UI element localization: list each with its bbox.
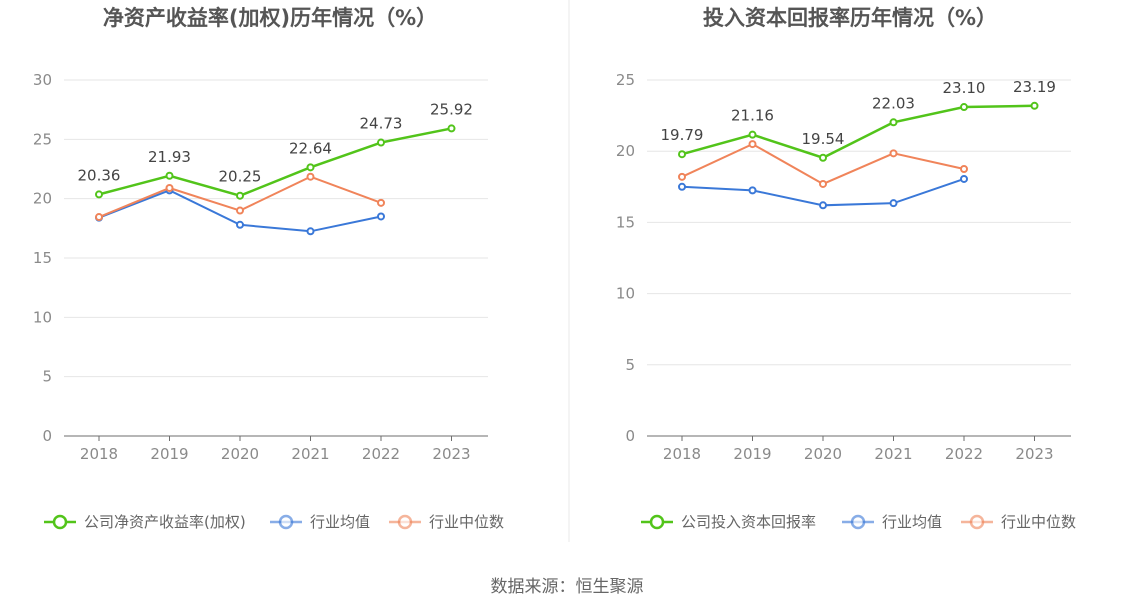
data-label: 22.03: [872, 94, 915, 112]
legend-label: 行业均值: [310, 513, 370, 531]
legend-label: 行业均值: [882, 513, 942, 531]
data-label: 20.25: [219, 168, 262, 186]
chart-title: 投入资本回报率历年情况（%）: [703, 6, 997, 30]
x-tick-label: 2023: [432, 445, 470, 463]
data-point-company: [1030, 101, 1039, 110]
data-label: 21.93: [148, 148, 191, 166]
legend-item-median[interactable]: 行业中位数: [961, 513, 1076, 531]
y-tick-label: 5: [625, 356, 635, 374]
data-point-avg: [748, 186, 757, 195]
data-point-avg: [960, 174, 968, 183]
data-point-median: [748, 140, 757, 149]
data-point-company: [819, 153, 827, 162]
legend-item-company[interactable]: 公司投入资本回报率: [641, 513, 816, 531]
data-label: 21.16: [731, 107, 774, 125]
y-tick-label: 5: [42, 368, 52, 386]
legend-item-avg[interactable]: 行业均值: [842, 513, 942, 531]
y-tick-label: 15: [616, 213, 635, 231]
legend-swatch-marker: [649, 514, 665, 530]
data-point-company: [377, 138, 385, 147]
data-point-median: [165, 183, 174, 192]
x-tick-label: 2018: [80, 445, 118, 463]
legend-item-median[interactable]: 行业中位数: [389, 513, 504, 531]
legend: 公司净资产收益率(加权) 行业均值 行业中位数: [44, 513, 504, 531]
data-label: 23.10: [943, 79, 986, 97]
x-tick-label: 2020: [804, 445, 842, 463]
x-tick-label: 2020: [221, 445, 259, 463]
x-tick-label: 2021: [291, 445, 329, 463]
legend-item-company[interactable]: 公司净资产收益率(加权): [44, 513, 246, 531]
y-tick-label: 10: [616, 285, 635, 303]
data-label: 19.79: [661, 126, 704, 144]
legend-swatch-marker: [969, 514, 985, 530]
y-tick-label: 0: [42, 427, 52, 445]
series-line-median: [681, 142, 965, 186]
data-point-company: [95, 190, 103, 199]
data-point-company: [306, 163, 315, 172]
y-tick-label: 25: [616, 71, 635, 89]
x-tick-label: 2023: [1015, 445, 1053, 463]
chart-roic: 投入资本回报率历年情况（%） 0 5 10 15 20 25 2018 2019 2020 2021…: [616, 6, 1076, 531]
data-point-median: [95, 213, 103, 222]
data-point-avg: [678, 182, 686, 191]
x-tick-label: 2018: [663, 445, 701, 463]
y-tick-label: 25: [33, 130, 52, 148]
legend-swatch-marker: [52, 514, 68, 530]
data-point-median: [377, 198, 385, 207]
legend-swatch-marker: [397, 514, 413, 530]
legend-swatch-marker: [278, 514, 294, 530]
data-point-company: [165, 171, 174, 180]
series-line-company: [98, 127, 452, 198]
legend-swatch-marker: [850, 514, 866, 530]
x-tick-label: 2022: [945, 445, 983, 463]
data-point-median: [960, 165, 968, 173]
data-point-median: [306, 172, 315, 181]
y-tick-label: 0: [625, 427, 635, 445]
data-label: 20.36: [78, 166, 121, 184]
legend: 公司投入资本回报率 行业均值 行业中位数: [641, 513, 1076, 531]
data-label: 19.54: [802, 130, 845, 148]
data-label: 24.73: [360, 115, 403, 133]
data-label: 23.19: [1013, 78, 1056, 96]
y-tick-label: 10: [33, 308, 52, 326]
series-line-company: [681, 104, 1035, 160]
data-point-avg: [236, 220, 244, 229]
y-tick-label: 15: [33, 249, 52, 267]
data-point-avg: [889, 199, 898, 208]
data-point-company: [678, 150, 686, 159]
data-point-avg: [306, 227, 315, 236]
data-source-note: 数据来源：恒生聚源: [491, 577, 644, 597]
data-point-median: [678, 172, 686, 181]
x-tick-label: 2022: [362, 445, 400, 463]
legend-label: 公司投入资本回报率: [681, 513, 816, 531]
data-point-median: [889, 149, 898, 158]
x-tick-label: 2021: [874, 445, 912, 463]
data-point-company: [960, 103, 968, 112]
y-tick-label: 20: [33, 190, 52, 208]
x-tick-label: 2019: [733, 445, 771, 463]
data-point-company: [447, 124, 456, 133]
y-tick-label: 20: [616, 142, 635, 160]
data-point-company: [748, 130, 757, 139]
legend-label: 行业中位数: [1001, 513, 1076, 531]
data-point-company: [889, 118, 898, 127]
data-label: 25.92: [430, 100, 473, 118]
data-point-median: [236, 206, 244, 215]
data-point-avg: [377, 212, 385, 221]
legend-item-avg[interactable]: 行业均值: [270, 513, 370, 531]
data-label: 22.64: [289, 139, 332, 157]
chart-title: 净资产收益率(加权)历年情况（%）: [103, 6, 437, 30]
data-point-company: [236, 191, 244, 200]
legend-label: 行业中位数: [429, 513, 504, 531]
legend-label: 公司净资产收益率(加权): [84, 513, 246, 531]
x-tick-label: 2019: [150, 445, 188, 463]
chart-roe: 净资产收益率(加权)历年情况（%） 0 5 10 15 20 25 30 2018 2019 202…: [33, 6, 504, 531]
data-point-median: [819, 179, 827, 188]
data-point-avg: [819, 201, 827, 210]
y-tick-label: 30: [33, 71, 52, 89]
